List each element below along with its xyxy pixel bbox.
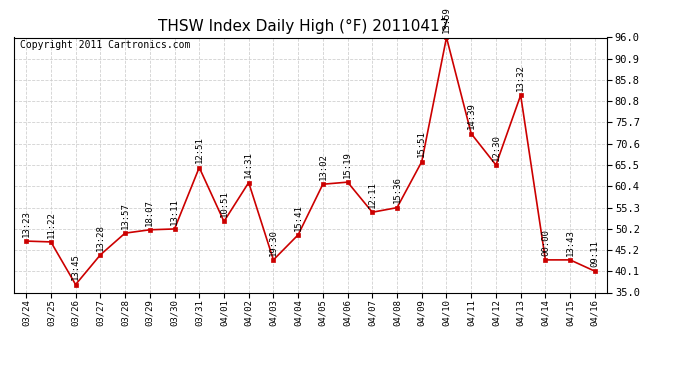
Text: 19:30: 19:30: [269, 229, 278, 256]
Text: 14:31: 14:31: [244, 152, 253, 178]
Text: 13:02: 13:02: [318, 153, 327, 180]
Text: 15:36: 15:36: [393, 177, 402, 204]
Text: 09:11: 09:11: [591, 240, 600, 267]
Text: 13:59: 13:59: [442, 6, 451, 33]
Text: 12:51: 12:51: [195, 136, 204, 164]
Text: 12:11: 12:11: [368, 181, 377, 208]
Text: 14:39: 14:39: [466, 103, 475, 129]
Text: 13:11: 13:11: [170, 198, 179, 225]
Text: 00:00: 00:00: [541, 229, 550, 256]
Text: 13:43: 13:43: [566, 229, 575, 256]
Text: 13:57: 13:57: [121, 202, 130, 229]
Text: 15:41: 15:41: [294, 204, 303, 231]
Text: THSW Index Daily High (°F) 20110417: THSW Index Daily High (°F) 20110417: [158, 19, 449, 34]
Text: 13:32: 13:32: [516, 64, 525, 91]
Text: 12:30: 12:30: [491, 134, 500, 161]
Text: 15:19: 15:19: [343, 151, 352, 178]
Text: Copyright 2011 Cartronics.com: Copyright 2011 Cartronics.com: [20, 40, 190, 50]
Text: 13:28: 13:28: [96, 224, 105, 251]
Text: 15:51: 15:51: [417, 130, 426, 158]
Text: 18:07: 18:07: [146, 199, 155, 226]
Text: 13:45: 13:45: [71, 254, 80, 280]
Text: 11:22: 11:22: [46, 211, 55, 238]
Text: 10:51: 10:51: [219, 190, 228, 217]
Text: 13:23: 13:23: [21, 210, 30, 237]
